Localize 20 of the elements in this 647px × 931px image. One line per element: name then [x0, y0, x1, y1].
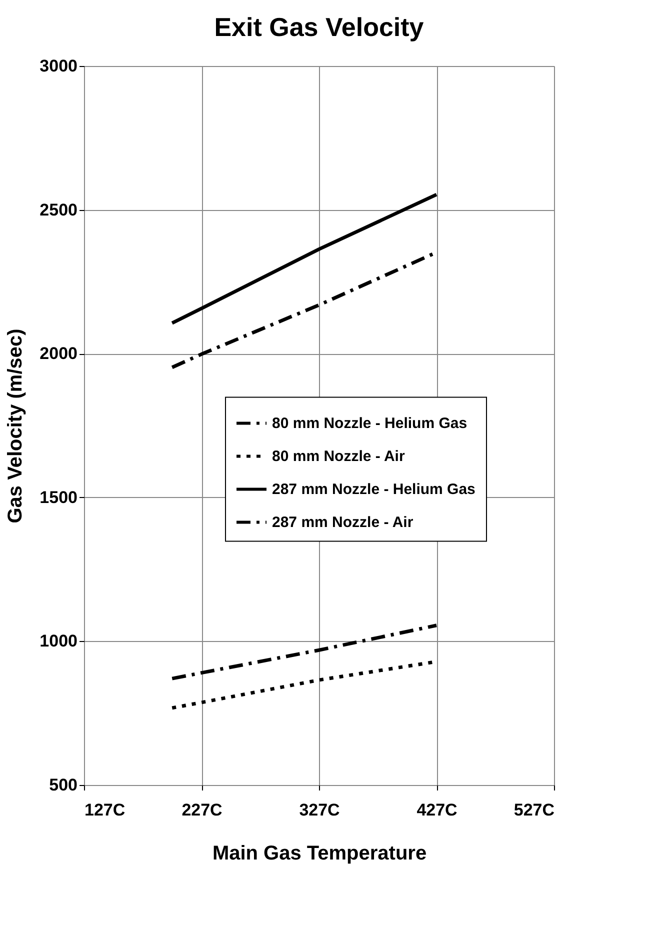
- line-series: [170, 624, 438, 680]
- line-series: [170, 192, 438, 325]
- legend-label: 287 mm Nozzle - Helium Gas: [272, 481, 476, 498]
- x-tick-label: 527C: [514, 800, 554, 820]
- legend-label: 80 mm Nozzle - Air: [272, 448, 405, 466]
- legend-label: 80 mm Nozzle - Helium Gas: [272, 415, 468, 432]
- y-tick-label: 500: [49, 776, 78, 794]
- y-tick-label: 1000: [40, 632, 78, 651]
- x-tick-label: 227C: [182, 800, 222, 820]
- y-tick-label: 1500: [40, 488, 78, 507]
- x-tick-label: 427C: [416, 800, 458, 820]
- y-tick-label: 2000: [40, 344, 78, 364]
- x-axis-title: Main Gas Temperature: [212, 842, 427, 864]
- x-tick-label: 327C: [299, 800, 340, 820]
- legend-label: 287 mm Nozzle - Air: [272, 514, 414, 532]
- x-tick-label: 127C: [84, 800, 126, 820]
- chart-title: Exit Gas Velocity: [214, 12, 424, 42]
- y-axis-title: Gas Velocity (m/sec): [4, 328, 27, 524]
- y-tick-label: 3000: [40, 56, 78, 76]
- y-tick-label: 2500: [40, 200, 78, 220]
